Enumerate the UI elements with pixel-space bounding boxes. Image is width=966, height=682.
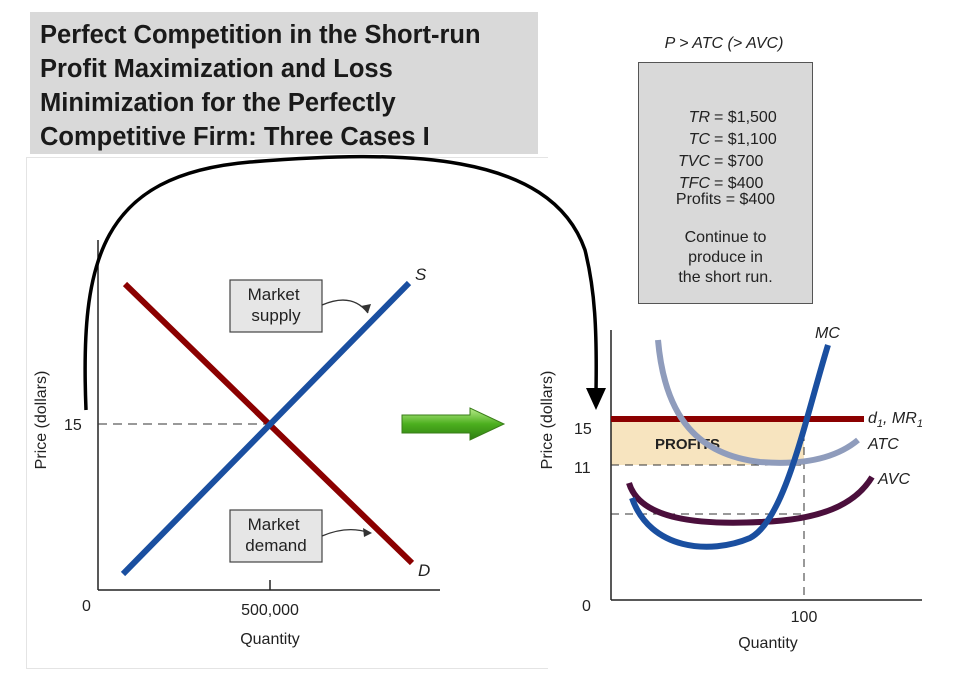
- supply-label: S: [415, 265, 427, 284]
- mr-label-mid: , MR: [883, 410, 917, 427]
- info-note: Continue to produce in the short run.: [678, 229, 773, 286]
- y-tick-label: 15: [64, 417, 82, 434]
- demand-callout-arrow: [321, 529, 371, 537]
- info-header: P > ATC (> AVC): [665, 35, 784, 52]
- supply-callout-arrowhead: [361, 304, 371, 313]
- atc-curve: [655, 339, 860, 466]
- origin-label: 0: [582, 598, 591, 615]
- market-supply-label: Market supply: [248, 285, 305, 325]
- flow-arrow: [83, 154, 598, 411]
- info-label: TFC: [678, 175, 710, 192]
- mc-label: MC: [815, 325, 840, 342]
- slide-title: Perfect Competition in the Short-run Pro…: [40, 21, 481, 151]
- supply-callout-arrow: [321, 299, 369, 314]
- avc-curve: [626, 475, 875, 526]
- mc-curve: [629, 344, 831, 550]
- x-tick-label: 500,000: [241, 602, 299, 619]
- info-box: TR = $1,500 TC = $1,100 TVC = $700 TFC =…: [638, 62, 813, 304]
- y-axis-label: Price (dollars): [33, 371, 50, 470]
- supply-curve: [120, 280, 412, 577]
- title-box: Perfect Competition in the Short-run Pro…: [30, 12, 538, 154]
- firm-chart: PROFITS MC ATC AVC d1, MR1 15 11 0 100 Q…: [539, 325, 923, 652]
- avc-label: AVC: [877, 471, 910, 488]
- market-demand-box: [229, 509, 323, 563]
- mr-label-sub: 1: [877, 418, 883, 430]
- info-profits: Profits = $400: [675, 191, 776, 208]
- market-chart: S D Market supply Market demand 15 0 500…: [33, 240, 440, 648]
- info-label: TC: [688, 131, 710, 148]
- atc-label: ATC: [867, 436, 899, 453]
- info-value: = $1,100: [714, 131, 777, 148]
- mr-label-main: d: [868, 410, 878, 427]
- y-tick-label-11: 11: [574, 460, 591, 477]
- info-label: TVC: [678, 153, 710, 170]
- info-value: = $400: [714, 175, 764, 192]
- info-label: TR: [688, 109, 710, 126]
- y-axis-label: Price (dollars): [539, 371, 556, 470]
- info-value: = $700: [714, 153, 764, 170]
- flow-arrowhead: [586, 388, 606, 410]
- origin-label: 0: [82, 598, 91, 615]
- x-axis-label: Quantity: [738, 635, 798, 652]
- market-demand-line2: demand: [245, 536, 306, 555]
- mr-label-sub2: 1: [917, 418, 923, 430]
- x-axis-label: Quantity: [240, 631, 300, 648]
- green-arrow: [401, 407, 506, 441]
- demand-callout-arrowhead: [363, 528, 372, 537]
- market-graph-panel: [26, 157, 608, 669]
- y-tick-label-15: 15: [574, 421, 592, 438]
- demand-label: D: [418, 561, 430, 580]
- market-supply-line1: Market: [248, 285, 300, 304]
- market-demand-line1: Market: [248, 515, 300, 534]
- info-value: = $1,500: [714, 109, 777, 126]
- market-supply-line2: supply: [251, 306, 301, 325]
- market-supply-box: [229, 279, 323, 333]
- mr-label: d1, MR1: [868, 410, 923, 430]
- x-tick-label: 100: [791, 609, 818, 626]
- market-demand-label: Market demand: [245, 515, 306, 555]
